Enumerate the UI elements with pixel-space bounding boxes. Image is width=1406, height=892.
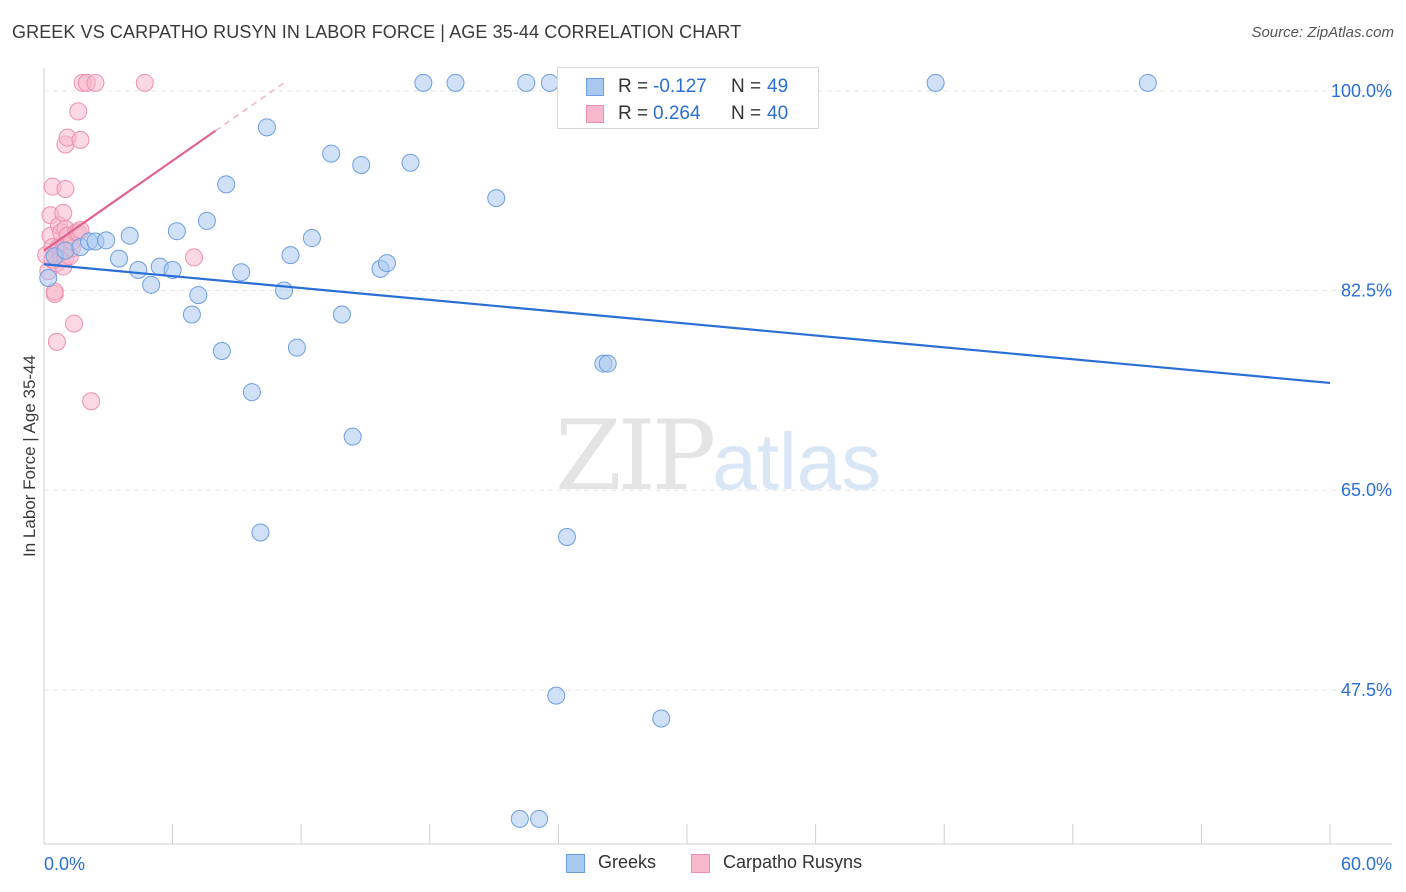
chart-title: GREEK VS CARPATHO RUSYN IN LABOR FORCE |… xyxy=(12,22,742,42)
greek-point xyxy=(510,809,529,828)
rusyn-point xyxy=(47,332,66,351)
greeks-swatch xyxy=(566,854,585,873)
greek-point xyxy=(401,153,420,172)
r-value: -0.127 xyxy=(653,76,707,97)
greek-point xyxy=(120,226,139,245)
greek-point xyxy=(652,709,671,728)
rusyn-point xyxy=(65,314,84,333)
greek-point xyxy=(287,338,306,357)
x-tick-label: 0.0% xyxy=(44,854,85,874)
r-label: R = xyxy=(618,103,649,124)
rusyns-swatch xyxy=(586,105,604,123)
rusyn-point xyxy=(69,102,88,121)
greek-point xyxy=(251,523,270,542)
greek-point xyxy=(257,118,276,137)
rusyns-swatch xyxy=(691,854,710,873)
greek-point xyxy=(487,189,506,208)
rusyn-point xyxy=(54,203,73,222)
rusyn-trend-line xyxy=(43,129,217,252)
greek-point xyxy=(110,249,129,268)
n-label: N = xyxy=(731,103,762,124)
r-label: R = xyxy=(618,76,649,97)
greek-point xyxy=(530,809,549,828)
greek-point xyxy=(281,246,300,265)
y-tick-label: 65.0% xyxy=(1341,480,1392,500)
x-tick-label: 60.0% xyxy=(1341,854,1392,874)
legend-row-rusyns: R = 0.264 N = 40 xyxy=(558,101,818,127)
rusyn-point xyxy=(185,248,204,267)
rusyn-point xyxy=(135,73,154,92)
greek-point xyxy=(129,260,148,279)
greek-point xyxy=(1138,73,1157,92)
greek-point xyxy=(163,260,182,279)
greek-point xyxy=(446,73,465,92)
series-legend: Greeks Carpatho Rusyns xyxy=(0,852,1406,876)
greek-point xyxy=(540,73,559,92)
greek-point xyxy=(377,254,396,273)
legend-label-greeks: Greeks xyxy=(598,852,657,872)
greek-point xyxy=(598,354,617,373)
greek-point xyxy=(517,73,536,92)
greek-point xyxy=(167,222,186,241)
greek-point xyxy=(217,175,236,194)
greek-point xyxy=(197,211,216,230)
greek-point xyxy=(332,305,351,324)
n-label: N = xyxy=(731,76,762,97)
watermark-zip: ZIP xyxy=(555,400,716,512)
greek-point xyxy=(557,528,576,547)
greek-trend-line xyxy=(43,263,1331,385)
greek-point xyxy=(275,281,294,300)
greeks-swatch xyxy=(586,78,604,96)
greek-point xyxy=(242,383,261,402)
greek-point xyxy=(302,229,321,248)
r-value: 0.264 xyxy=(653,103,701,124)
rusyn-point xyxy=(56,179,75,198)
legend-row-greeks: R = -0.127 N = 49 xyxy=(558,74,818,100)
watermark-atlas: atlas xyxy=(712,417,882,506)
greek-point xyxy=(343,427,362,446)
rusyn-point xyxy=(71,130,90,149)
greek-point xyxy=(182,305,201,324)
correlation-legend: R = -0.127 N = 49 R = 0.264 N = 40 xyxy=(557,67,819,129)
greek-point xyxy=(189,286,208,305)
greek-point xyxy=(322,144,341,163)
watermark: ZIPatlas xyxy=(555,400,881,512)
greek-point xyxy=(142,275,161,294)
greek-point xyxy=(926,73,945,92)
rusyn-trend-extension xyxy=(215,82,285,132)
greek-point xyxy=(547,686,566,705)
n-value: 40 xyxy=(767,103,789,124)
greek-point xyxy=(212,342,231,361)
rusyn-point xyxy=(86,73,105,92)
greek-point xyxy=(97,231,116,250)
greek-point xyxy=(232,263,251,282)
source-credit: Source: ZipAtlas.com xyxy=(1251,24,1394,41)
greek-point xyxy=(352,156,371,174)
greek-point xyxy=(414,73,433,92)
legend-label-rusyns: Carpatho Rusyns xyxy=(723,852,863,872)
y-tick-label: 47.5% xyxy=(1341,680,1392,700)
greek-point xyxy=(39,268,58,287)
greek-point xyxy=(56,241,75,260)
y-tick-label: 100.0% xyxy=(1331,81,1392,101)
n-value: 49 xyxy=(767,76,789,97)
rusyn-point xyxy=(82,392,101,411)
y-tick-label: 82.5% xyxy=(1341,281,1392,301)
